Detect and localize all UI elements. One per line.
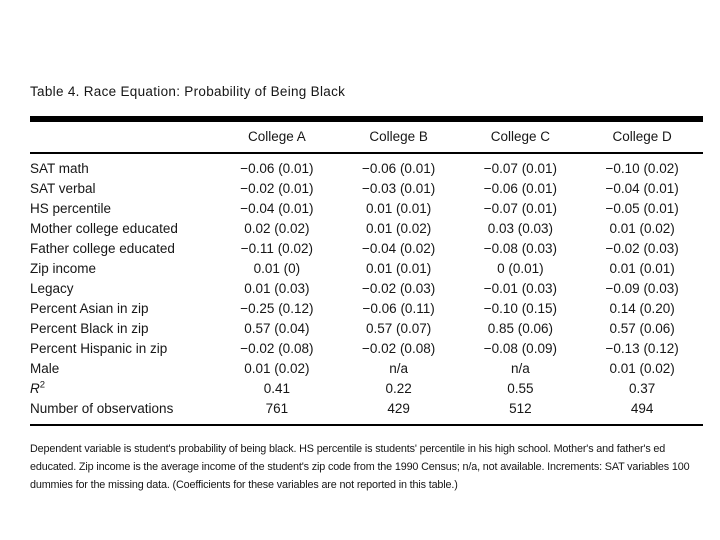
row-label-header bbox=[30, 119, 216, 154]
cell-value: 0 (0.01) bbox=[497, 261, 544, 276]
cell-value: n/a bbox=[389, 361, 409, 376]
table-row: SAT math −0.06 (0.01) −0.06 (0.01) −0.07 (0… bbox=[30, 153, 703, 179]
row-label: Percent Hispanic in zip bbox=[30, 341, 168, 356]
table-row: Number of observations 761 429 512 494 bbox=[30, 399, 703, 426]
table-title: Table 4. Race Equation: Probability of B… bbox=[30, 84, 346, 99]
cell-value: −0.08 (0.03) bbox=[483, 241, 557, 256]
cell-value: −0.07 (0.01) bbox=[483, 161, 557, 176]
cell-value: −0.02 (0.03) bbox=[362, 281, 436, 296]
cell-value: 494 bbox=[581, 399, 703, 426]
cell-value: 0.41 bbox=[263, 381, 291, 396]
cell-value: 0.57 (0.04) bbox=[244, 321, 310, 336]
table-row: Percent Asian in zip −0.25 (0.12) −0.06 (0… bbox=[30, 299, 703, 319]
cell-value: −0.02 (0.01) bbox=[240, 181, 314, 196]
cell-value: 0.57 (0.06) bbox=[609, 321, 675, 336]
cell-value: −0.07 (0.01) bbox=[483, 201, 557, 216]
cell-value: −0.08 (0.09) bbox=[483, 341, 557, 356]
column-header: College A bbox=[216, 119, 338, 154]
cell-value: −0.06 (0.01) bbox=[240, 161, 314, 176]
column-header: College B bbox=[337, 119, 460, 154]
cell-value: −0.02 (0.08) bbox=[362, 341, 436, 356]
row-label: Father college educated bbox=[30, 241, 175, 256]
cell-value: −0.13 (0.12) bbox=[605, 341, 679, 356]
cell-value: 0.01 (0.02) bbox=[365, 221, 432, 236]
table-header-row: College A College B College C College D bbox=[30, 119, 703, 154]
cell-value: −0.11 (0.02) bbox=[240, 241, 313, 256]
table-header: College A College B College C College D bbox=[30, 119, 703, 154]
cell-value: 512 bbox=[459, 399, 582, 426]
footnote-line-1: Dependent variable is student's probabil… bbox=[30, 443, 666, 455]
cell-value: 0.37 bbox=[628, 381, 656, 396]
cell-value: 0.14 (0.20) bbox=[609, 301, 675, 316]
row-label: Percent Black in zip bbox=[30, 321, 149, 336]
column-header: College C bbox=[459, 119, 582, 154]
cell-value: −0.04 (0.02) bbox=[362, 241, 436, 256]
cell-value: −0.02 (0.08) bbox=[240, 341, 314, 356]
cell-value: 0.85 (0.06) bbox=[487, 321, 554, 336]
cell-value: −0.03 (0.01) bbox=[362, 181, 436, 196]
cell-value: 0.01 (0) bbox=[253, 261, 301, 276]
cell-value: 0.01 (0.02) bbox=[244, 361, 310, 376]
cell-value: 761 bbox=[216, 399, 338, 426]
row-label: Legacy bbox=[30, 281, 74, 296]
cell-value: −0.04 (0.01) bbox=[240, 201, 314, 216]
cell-value: −0.09 (0.03) bbox=[605, 281, 679, 296]
table-body: SAT math −0.06 (0.01) −0.06 (0.01) −0.07 (0… bbox=[30, 153, 703, 426]
cell-value: −0.06 (0.11) bbox=[362, 301, 435, 316]
cell-value: −0.06 (0.01) bbox=[362, 161, 436, 176]
table-row: Legacy 0.01 (0.03) −0.02 (0.03) −0.01 (0.03… bbox=[30, 279, 703, 299]
cell-value: −0.02 (0.03) bbox=[605, 241, 679, 256]
row-label: Male bbox=[30, 361, 60, 376]
paper-page: Table 4. Race Equation: Probability of B… bbox=[30, 84, 703, 494]
cell-value: 0.02 (0.02) bbox=[244, 221, 310, 236]
cell-value: 0.01 (0.02) bbox=[609, 221, 675, 236]
cell-value: 0.55 bbox=[507, 381, 534, 396]
row-label: HS percentile bbox=[30, 201, 112, 216]
row-label: SAT verbal bbox=[30, 181, 96, 196]
cell-value: 0.01 (0.01) bbox=[365, 201, 432, 216]
cell-value: −0.06 (0.01) bbox=[483, 181, 557, 196]
cell-value: −0.10 (0.02) bbox=[605, 161, 679, 176]
cell-value: 0.01 (0.01) bbox=[365, 261, 432, 276]
row-label: R2 bbox=[30, 379, 46, 396]
table-row: Percent Hispanic in zip −0.02 (0.08) −0.02… bbox=[30, 339, 703, 359]
row-label: Zip income bbox=[30, 261, 97, 276]
table-row: SAT verbal −0.02 (0.01) −0.03 (0.01) −0.06 … bbox=[30, 179, 703, 199]
cell-value: n/a bbox=[510, 361, 530, 376]
table-row: Male 0.01 (0.02) n/a n/a 0.01 (0.02) bbox=[30, 359, 703, 379]
cell-value: 429 bbox=[337, 399, 460, 426]
table-row: Zip income 0.01 (0) 0.01 (0.01) 0 (0.01) 0.0… bbox=[30, 259, 703, 279]
row-label: Percent Asian in zip bbox=[30, 301, 149, 316]
cell-value: −0.25 (0.12) bbox=[240, 301, 314, 316]
table-row: R2 0.41 0.22 0.55 0.37 bbox=[30, 379, 703, 399]
row-label: Number of observations bbox=[30, 399, 216, 426]
cell-value: 0.01 (0.02) bbox=[609, 361, 675, 376]
cell-value: −0.10 (0.15) bbox=[483, 301, 557, 316]
cell-value: 0.22 bbox=[385, 381, 412, 396]
table-row: Mother college educated 0.02 (0.02) 0.01 (… bbox=[30, 219, 703, 239]
footnote-line-2: educated. Zip income is the average inco… bbox=[30, 460, 690, 473]
row-label: Mother college educated bbox=[30, 221, 178, 236]
cell-value: 0.01 (0.01) bbox=[609, 261, 675, 276]
cell-value: −0.05 (0.01) bbox=[605, 201, 679, 216]
cell-value: 0.57 (0.07) bbox=[365, 321, 432, 336]
cell-value: 0.03 (0.03) bbox=[487, 221, 554, 236]
regression-table: College A College B College C College D SAT… bbox=[30, 116, 703, 426]
table-row: HS percentile −0.04 (0.01) 0.01 (0.01) −0.0… bbox=[30, 199, 703, 219]
table-row: Percent Black in zip 0.57 (0.04) 0.57 (0.0… bbox=[30, 319, 703, 339]
table-row: Father college educated −0.11 (0.02) −0.04… bbox=[30, 239, 703, 259]
row-label: SAT math bbox=[30, 161, 89, 176]
cell-value: −0.04 (0.01) bbox=[605, 181, 679, 196]
footnote-line-3: dummies for the missing data. (Coefficie… bbox=[30, 478, 458, 491]
cell-value: 0.01 (0.03) bbox=[244, 281, 310, 296]
cell-value: −0.01 (0.03) bbox=[483, 281, 557, 296]
column-header: College D bbox=[581, 119, 703, 154]
table-footnote: Dependent variable is student's probabil… bbox=[30, 441, 703, 494]
